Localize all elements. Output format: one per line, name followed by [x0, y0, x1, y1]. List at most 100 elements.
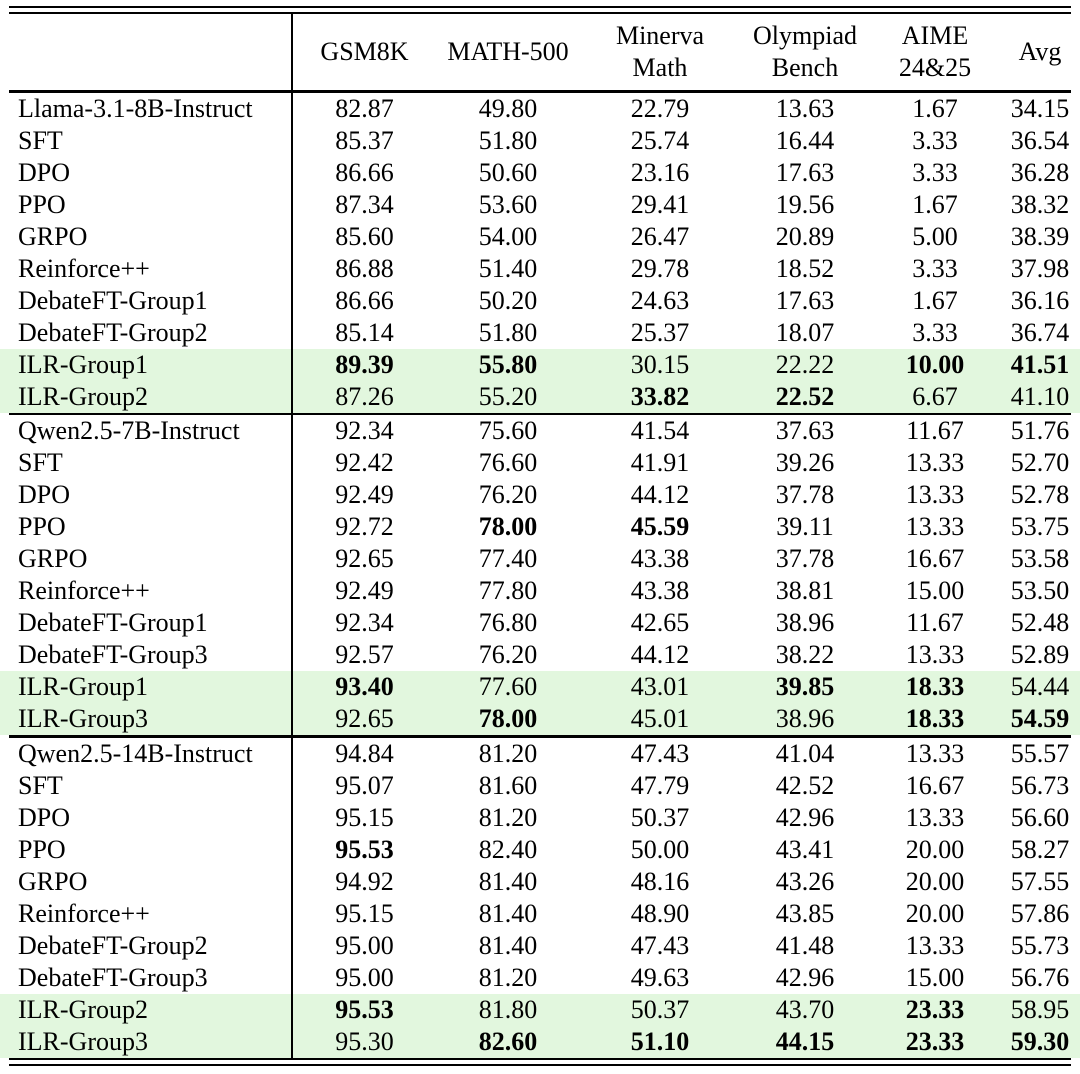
table-row: ILR-Group1 93.40 77.60 43.01 39.85 18.33 54.44 [0, 671, 1080, 703]
metric-value: 37.78 [775, 544, 835, 573]
table-row: GRPO 94.92 81.40 48.16 43.26 20.00 57.55 [0, 865, 1080, 898]
metric-value: 44.15 [775, 1026, 835, 1056]
metric-value: 22.52 [775, 381, 835, 411]
metric-value: 15.00 [905, 962, 965, 992]
metric-value: 82.87 [335, 93, 394, 123]
metric-value: 18.33 [905, 704, 965, 733]
metric-value: 25.74 [630, 125, 690, 155]
metric-value: 86.88 [335, 253, 394, 283]
row-label: Reinforce++ [0, 252, 293, 285]
row-label: GRPO [0, 865, 293, 898]
metric-value: 56.76 [1010, 962, 1070, 992]
metric-value: 44.12 [630, 480, 690, 509]
metric-value: 51.80 [478, 317, 538, 347]
metric-value: 38.81 [775, 576, 835, 605]
table-row: DPO 92.49 76.20 44.12 37.78 13.33 52.78 [0, 479, 1080, 511]
metric-value: 53.75 [1010, 512, 1070, 541]
metric-value: 75.60 [478, 416, 538, 445]
metric-value: 13.33 [905, 738, 965, 768]
row-label: Llama-3.1-8B-Instruct [0, 92, 293, 125]
row-label: ILR-Group3 [0, 1025, 293, 1058]
metric-value: 45.01 [630, 704, 690, 733]
metric-value: 37.98 [1010, 253, 1070, 283]
metric-value: 58.95 [1010, 994, 1070, 1024]
metric-value: 29.78 [630, 253, 690, 283]
row-label: DebateFT-Group1 [0, 284, 293, 317]
metric-value: 11.67 [906, 608, 964, 637]
row-label: DPO [0, 156, 293, 189]
table-row: DebateFT-Group1 92.34 76.80 42.65 38.96 11.67… [0, 607, 1080, 639]
metric-value: 95.07 [335, 770, 394, 800]
header-label: Minerva [615, 21, 705, 50]
metric-value: 38.39 [1010, 221, 1070, 251]
metric-value: 18.52 [775, 253, 835, 283]
metric-value: 43.41 [775, 834, 835, 864]
metric-value: 20.89 [775, 221, 835, 251]
metric-value: 53.50 [1010, 576, 1070, 605]
metric-value: 50.60 [478, 157, 538, 187]
metric-value: 1.67 [912, 189, 958, 219]
metric-value: 59.30 [1010, 1026, 1070, 1056]
metric-value: 93.40 [335, 672, 394, 701]
metric-value: 77.60 [478, 672, 538, 701]
row-label: Reinforce++ [0, 575, 293, 607]
table-row: DPO 86.66 50.60 23.16 17.63 3.33 36.28 [0, 156, 1080, 189]
metric-value: 95.00 [335, 930, 394, 960]
metric-value: 49.63 [630, 962, 690, 992]
column-header-math500: MATH-500 [436, 14, 580, 90]
table-row: ILR-Group2 87.26 55.20 33.82 22.52 6.67 41.10 [0, 380, 1080, 413]
metric-value: 16.67 [905, 544, 965, 573]
metric-value: 41.04 [775, 738, 835, 768]
table-row: ILR-Group3 92.65 78.00 45.01 38.96 18.33 54.59 [0, 703, 1080, 735]
metric-value: 39.11 [776, 512, 834, 541]
metric-value: 24.63 [630, 285, 690, 315]
metric-value: 36.16 [1010, 285, 1070, 315]
metric-value: 92.34 [335, 608, 394, 637]
metric-value: 92.49 [335, 576, 394, 605]
row-label: DPO [0, 479, 293, 511]
metric-value: 43.26 [775, 866, 835, 896]
metric-value: 5.00 [912, 221, 958, 251]
metric-value: 1.67 [912, 93, 958, 123]
metric-value: 51.80 [478, 125, 538, 155]
table-row: Reinforce++ 86.88 51.40 29.78 18.52 3.33 37.98 [0, 252, 1080, 285]
metric-value: 43.85 [775, 898, 835, 928]
metric-value: 92.34 [335, 416, 394, 445]
metric-value: 87.26 [335, 381, 394, 411]
metric-value: 57.86 [1010, 898, 1070, 928]
metric-value: 33.82 [630, 381, 690, 411]
table-row: ILR-Group3 95.30 82.60 51.10 44.15 23.33 59.30 [0, 1025, 1080, 1058]
metric-value: 92.49 [335, 480, 394, 509]
metric-value: 13.33 [905, 640, 965, 669]
metric-value: 43.01 [630, 672, 690, 701]
table-row: Qwen2.5-14B-Instruct 94.84 81.20 47.43 41.04… [0, 737, 1080, 770]
metric-value: 13.63 [775, 93, 835, 123]
row-label: DebateFT-Group2 [0, 316, 293, 349]
header-label: Avg [1018, 37, 1062, 66]
metric-value: 13.33 [905, 480, 965, 509]
metric-value: 87.34 [335, 189, 394, 219]
table-row: Llama-3.1-8B-Instruct 82.87 49.80 22.79 13.6… [0, 92, 1080, 125]
metric-value: 77.40 [478, 544, 538, 573]
table-row: GRPO 85.60 54.00 26.47 20.89 5.00 38.39 [0, 220, 1080, 253]
metric-value: 3.33 [912, 125, 958, 155]
row-label: PPO [0, 511, 293, 543]
metric-value: 19.56 [775, 189, 835, 219]
metric-value: 76.20 [478, 640, 538, 669]
header-label: GSM8K [320, 37, 409, 66]
metric-value: 30.15 [630, 349, 690, 379]
metric-value: 92.65 [335, 544, 394, 573]
header-divider [9, 90, 1071, 93]
top-rule [9, 6, 1071, 14]
metric-value: 43.38 [630, 576, 690, 605]
metric-value: 51.76 [1010, 416, 1070, 445]
metric-value: 3.33 [912, 157, 958, 187]
metric-value: 38.22 [775, 640, 835, 669]
metric-value: 34.15 [1010, 93, 1070, 123]
metric-value: 55.73 [1010, 930, 1070, 960]
metric-value: 92.65 [335, 704, 394, 733]
metric-value: 18.07 [775, 317, 835, 347]
metric-value: 81.20 [478, 802, 538, 832]
metric-value: 17.63 [775, 285, 835, 315]
